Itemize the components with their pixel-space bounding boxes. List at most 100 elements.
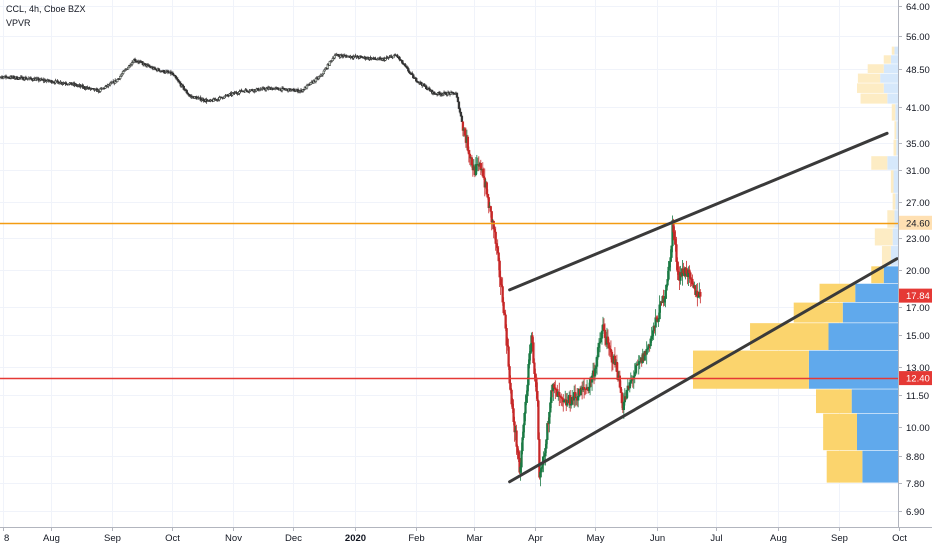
vp-down-bar bbox=[881, 246, 891, 266]
vp-up-bar bbox=[895, 104, 898, 121]
vp-down-bar bbox=[893, 139, 897, 156]
last-price-label-bg bbox=[899, 288, 932, 303]
candle-body bbox=[456, 97, 460, 103]
volume-profile bbox=[693, 46, 898, 483]
candle-body bbox=[699, 291, 702, 297]
vp-down-bar bbox=[867, 64, 884, 73]
time-axis-bg bbox=[0, 527, 932, 550]
candle-body bbox=[70, 82, 73, 85]
vp-up-bar bbox=[883, 266, 898, 284]
vp-up-bar bbox=[895, 193, 898, 210]
vp-down-bar bbox=[883, 55, 891, 64]
time-tick-label: Aug bbox=[43, 533, 60, 544]
vp-up-bar bbox=[828, 323, 898, 350]
price-tick-label: 64.00 bbox=[906, 2, 930, 13]
price-tick-label: 41.00 bbox=[906, 103, 930, 114]
vp-down-bar bbox=[890, 170, 894, 193]
time-tick-label: Aug bbox=[770, 533, 787, 544]
price-tick-label: 7.80 bbox=[906, 479, 925, 490]
time-tick-label: Nov bbox=[225, 533, 242, 544]
last-price-label: 17.84 bbox=[906, 291, 930, 302]
price-tick-label: 17.00 bbox=[906, 303, 930, 314]
vp-up-bar bbox=[887, 156, 898, 170]
vp-up-bar bbox=[896, 121, 898, 140]
vp-up-bar bbox=[862, 450, 898, 483]
candlestick-series bbox=[0, 52, 702, 487]
time-tick-label: Feb bbox=[408, 533, 424, 544]
candle-body bbox=[515, 430, 518, 447]
price-tick-label: 6.90 bbox=[906, 507, 925, 518]
vp-up-bar bbox=[894, 46, 898, 55]
vp-up-bar bbox=[893, 170, 898, 193]
vp-down-bar bbox=[887, 210, 895, 228]
vp-down-bar bbox=[871, 156, 888, 170]
vp-up-bar bbox=[880, 73, 898, 83]
symbol-legend[interactable]: CCL, 4h, Cboe BZX bbox=[6, 4, 86, 14]
candle-body bbox=[494, 231, 497, 244]
vp-up-bar bbox=[890, 246, 898, 266]
time-tick-label: Mar bbox=[466, 533, 482, 544]
vp-down-bar bbox=[894, 121, 897, 140]
candle-body bbox=[322, 70, 326, 75]
price-tick-label: 15.00 bbox=[906, 331, 930, 342]
vp-down-bar bbox=[857, 83, 884, 93]
hline-price-label-bg bbox=[899, 371, 932, 386]
price-tick-label: 11.50 bbox=[906, 391, 929, 402]
vp-down-bar bbox=[892, 193, 896, 210]
price-tick-label: 27.00 bbox=[906, 198, 930, 209]
horizontal-lines bbox=[0, 222, 898, 380]
indicator-legend[interactable]: VPVR bbox=[6, 18, 31, 28]
candle-body bbox=[116, 79, 119, 82]
vp-up-bar bbox=[855, 283, 898, 302]
vp-down-bar bbox=[823, 413, 857, 451]
vp-up-bar bbox=[808, 350, 898, 389]
hline-price-label: 24.60 bbox=[906, 218, 930, 229]
candle-body bbox=[460, 115, 464, 123]
price-axis[interactable]: 64.00 56.00 48.50 41.00 35.00 31.00 27.00 23.00… bbox=[898, 0, 932, 527]
rising-channel bbox=[508, 131, 899, 484]
price-tick-label: 48.50 bbox=[906, 65, 930, 76]
vp-down-bar bbox=[891, 104, 896, 121]
price-tick-label: 56.00 bbox=[906, 32, 930, 43]
price-labels: 24.60 12.40 17.84 bbox=[899, 215, 932, 386]
grid-lines bbox=[0, 0, 898, 527]
price-tick-label: 20.00 bbox=[906, 266, 930, 277]
candle-body bbox=[645, 348, 648, 355]
candle-body bbox=[657, 318, 660, 322]
channel-upper-line bbox=[508, 131, 889, 292]
price-tick-label: 31.00 bbox=[906, 166, 930, 177]
vp-up-bar bbox=[896, 139, 898, 156]
price-tick-label: 10.00 bbox=[906, 423, 930, 434]
time-tick-label: 8 bbox=[4, 533, 9, 544]
time-axis[interactable]: 8 Aug Sep Oct Nov Dec 2020 Feb Mar Apr May Jun Jul Au… bbox=[0, 527, 932, 550]
time-tick-label: Oct bbox=[892, 533, 907, 544]
vp-down-bar bbox=[693, 350, 809, 389]
vp-down-bar bbox=[874, 228, 893, 246]
candle-body bbox=[489, 206, 492, 212]
price-tick-label: 8.80 bbox=[906, 452, 925, 463]
time-tick-label: Oct bbox=[165, 533, 180, 544]
price-tick-label: 13.00 bbox=[906, 363, 930, 374]
vp-up-bar bbox=[892, 228, 898, 246]
time-tick-label: Sep bbox=[104, 533, 121, 544]
vp-down-bar bbox=[857, 73, 881, 83]
vp-up-bar bbox=[890, 55, 898, 64]
price-tick-label: 23.00 bbox=[906, 234, 930, 245]
vp-down-bar bbox=[860, 93, 888, 104]
time-tick-label: Sep bbox=[831, 533, 848, 544]
vp-up-bar bbox=[857, 413, 898, 451]
candle-body bbox=[536, 391, 539, 402]
price-axis-bg bbox=[898, 0, 932, 527]
time-tick-label: 2020 bbox=[345, 533, 366, 544]
vp-up-bar bbox=[883, 83, 898, 93]
vp-down-bar bbox=[793, 302, 843, 323]
time-tick-label: Jul bbox=[710, 533, 722, 544]
vp-up-bar bbox=[883, 64, 898, 73]
candle-body bbox=[507, 346, 510, 367]
hline-price-label: 12.40 bbox=[906, 374, 930, 385]
price-tick-label: 35.00 bbox=[906, 139, 930, 150]
vp-up-bar bbox=[851, 389, 898, 414]
vp-up-bar bbox=[887, 93, 898, 104]
vp-down-bar bbox=[826, 450, 863, 483]
